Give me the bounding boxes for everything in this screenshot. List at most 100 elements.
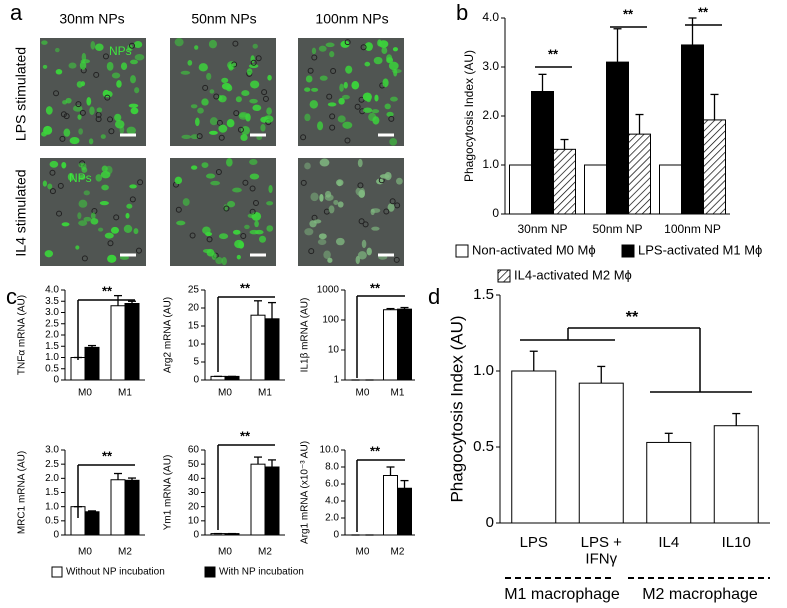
cell	[232, 187, 242, 193]
cell	[78, 220, 88, 226]
cell-outline	[49, 188, 56, 195]
cell-outline	[75, 101, 82, 108]
cell	[310, 192, 319, 202]
cell-outline	[213, 93, 220, 100]
cell	[61, 161, 67, 169]
significance: **	[240, 280, 251, 295]
group-label: M2 macrophage	[642, 586, 758, 603]
x-tick-label: M0	[78, 388, 92, 399]
cell	[355, 187, 365, 196]
cell	[111, 72, 121, 79]
cell	[311, 47, 317, 55]
error-bar	[88, 344, 96, 348]
bar	[509, 164, 532, 215]
micrograph	[170, 158, 276, 266]
cell	[78, 175, 86, 180]
cell	[362, 92, 372, 102]
cell	[304, 87, 311, 92]
cell	[106, 61, 114, 71]
cell	[363, 107, 373, 113]
bar	[250, 463, 266, 536]
cell	[78, 128, 84, 135]
significance: **	[102, 448, 113, 463]
bar	[511, 370, 557, 524]
significance: **	[370, 280, 381, 295]
cell	[221, 77, 229, 83]
bar	[531, 91, 554, 215]
y-tick-label: 0	[486, 514, 494, 531]
bar	[124, 303, 140, 381]
cell	[245, 113, 251, 122]
cell	[90, 40, 96, 50]
y-tick-label: 6.0	[325, 479, 339, 490]
cell-outline	[129, 42, 136, 49]
cell	[126, 203, 133, 209]
y-axis-label: Arg1 mRNA (x10⁻³ AU)	[300, 441, 311, 544]
cell	[63, 128, 71, 137]
cell-outline	[56, 210, 63, 217]
cell	[80, 81, 86, 87]
cell	[309, 220, 317, 228]
cell	[54, 47, 60, 53]
cell	[90, 212, 96, 220]
y-axis-label: Arg2 mRNA (AU)	[163, 297, 174, 373]
cell	[386, 111, 394, 117]
cell-outline	[308, 248, 315, 255]
cell	[134, 53, 145, 61]
bar	[264, 466, 280, 536]
panel-label: a	[10, 0, 23, 25]
x-tick-label: M0	[218, 388, 232, 399]
cell	[345, 65, 353, 74]
bar	[383, 309, 398, 381]
x-tick-label: 100nm NP	[664, 222, 721, 236]
cell-outline	[79, 109, 86, 116]
cell	[218, 124, 228, 133]
cell	[90, 218, 99, 225]
x-tick-label: M2	[391, 547, 405, 558]
y-tick-label: 4.0	[482, 10, 499, 24]
x-tick-label: IL4	[658, 534, 679, 551]
cell	[116, 80, 122, 88]
cell	[232, 229, 241, 235]
cell-outline	[383, 208, 390, 215]
cell	[42, 180, 47, 187]
cell	[325, 42, 335, 48]
cell	[95, 174, 103, 182]
error-bar	[635, 113, 644, 135]
cell	[304, 162, 311, 170]
cell	[45, 106, 53, 115]
cell	[47, 183, 53, 190]
cell-outline	[261, 89, 268, 96]
cell	[206, 173, 216, 179]
bar	[703, 119, 726, 215]
significance: **	[102, 283, 113, 298]
y-tick-label: 0.5	[45, 515, 59, 526]
cell-outline	[354, 103, 361, 110]
cell-outline	[300, 134, 307, 141]
y-tick-label: 40	[188, 473, 200, 484]
cell	[100, 134, 106, 139]
cell	[340, 40, 350, 48]
panel-label: b	[456, 0, 468, 25]
cell-outline	[249, 185, 256, 192]
error-bar	[732, 412, 741, 426]
significance: **	[626, 309, 639, 326]
cell-outline	[388, 115, 395, 122]
x-tick-label: LPS	[520, 534, 548, 551]
cell	[120, 62, 128, 70]
cell	[323, 250, 331, 259]
cell	[72, 105, 83, 112]
y-tick-label: 0.5	[473, 438, 494, 455]
cell	[392, 47, 399, 52]
cell-outline	[189, 232, 196, 239]
cell	[130, 107, 139, 115]
cell	[328, 205, 335, 214]
cell	[333, 199, 339, 205]
micrograph	[298, 38, 404, 146]
significance: **	[548, 46, 559, 61]
cell	[319, 194, 324, 202]
cell	[49, 160, 59, 168]
cell	[88, 138, 94, 145]
y-tick-label: 1.0	[45, 352, 59, 363]
